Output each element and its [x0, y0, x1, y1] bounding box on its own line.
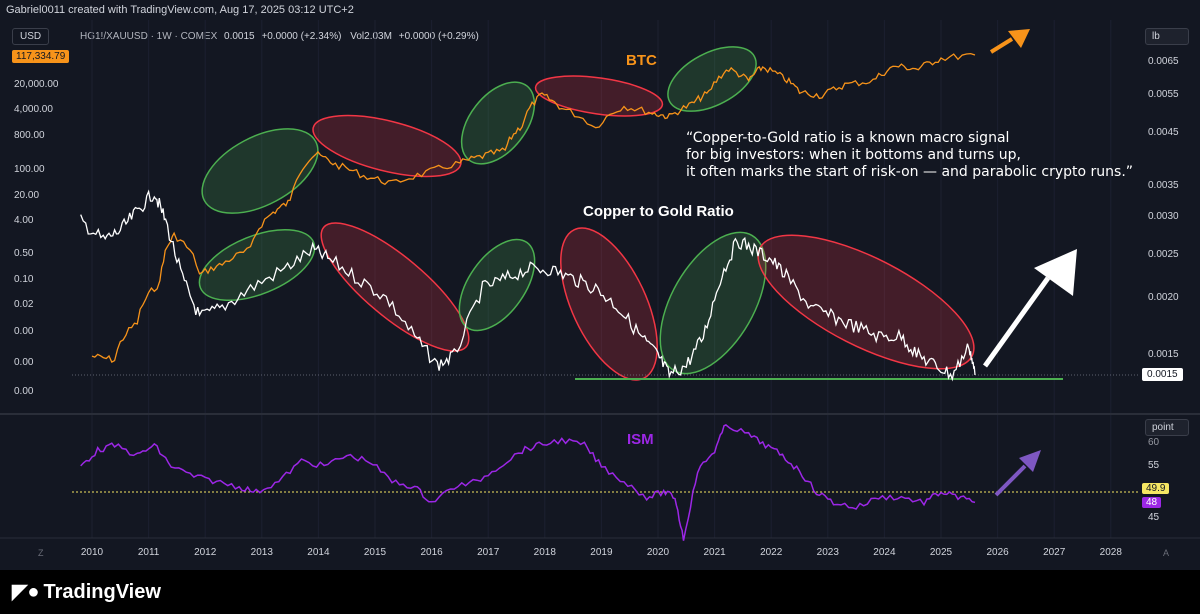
year-tick: 2020 [646, 547, 670, 558]
btc-price-tag: 117,334.79 [12, 50, 70, 63]
year-tick: 2015 [363, 547, 387, 558]
year-tick: 2019 [590, 547, 613, 558]
last-value: 0.0015 [224, 31, 255, 42]
ism-level-tag: 49.9 [1142, 483, 1170, 494]
right-tick: 0.0030 [1148, 211, 1179, 222]
left-tick: 800.00 [14, 130, 45, 141]
left-tick: 4.00 [14, 215, 34, 226]
right-tick: 0.0045 [1148, 127, 1179, 138]
currency-button[interactable]: USD [12, 28, 50, 45]
downtrend-ellipse [312, 114, 462, 178]
right-tick: 0.0015 [1148, 349, 1179, 360]
footer-bar [0, 570, 1200, 614]
year-tick: 2010 [80, 547, 104, 558]
downtrend-ellipse [534, 75, 664, 117]
year-tick: 2014 [307, 547, 330, 558]
attribution-text: Gabriel0011 created with TradingView.com… [6, 4, 354, 16]
ism-label: ISM [627, 431, 654, 448]
downtrend-ellipse [757, 234, 975, 370]
left-tick: 20.00 [14, 190, 40, 201]
left-tick: 0.10 [14, 274, 34, 285]
left-tick: 100.00 [14, 164, 45, 175]
right-tick: 0.0020 [1148, 292, 1179, 303]
year-tick: 2021 [703, 547, 726, 558]
ism-tick: 55 [1148, 460, 1160, 471]
year-tick: 2018 [533, 547, 556, 558]
purple-arrow-annotation [994, 450, 1041, 497]
ism-last-value-tag: 48 [1142, 497, 1162, 508]
uptrend-ellipse [458, 238, 536, 332]
volume-change: +0.0000 (+0.29%) [398, 31, 479, 42]
uptrend-ellipse [201, 128, 319, 214]
left-tick: 20,000.00 [14, 79, 59, 90]
left-tick: 4,000.00 [14, 104, 53, 115]
uptrend-ellipse [198, 228, 316, 302]
volume-label: Vol [350, 31, 365, 42]
trend-ellipses [198, 46, 975, 381]
left-tick: 0.50 [14, 248, 34, 259]
tradingview-logo-icon: ◤● [12, 581, 40, 603]
ratio-last-value-tag: 0.0015 [1142, 368, 1183, 381]
btc-series-line [91, 52, 976, 363]
year-tick: 2011 [137, 547, 160, 558]
left-tick: 0.00 [14, 386, 34, 397]
year-tick: 2028 [1099, 547, 1122, 558]
ratio-series-line [80, 189, 976, 382]
grid-lines [91, 20, 1112, 538]
year-tick: 2012 [194, 547, 217, 558]
ism-tick: 60 [1148, 437, 1160, 448]
year-tick: 2013 [250, 547, 273, 558]
unit-button-lb[interactable]: lb [1145, 28, 1189, 45]
auto-scale-icon[interactable]: A [1163, 548, 1170, 558]
year-tick: 2022 [760, 547, 783, 558]
change-value: +0.0000 (+2.34%) [261, 31, 342, 42]
left-tick: 0.00 [14, 326, 34, 337]
year-tick: 2016 [420, 547, 443, 558]
year-tick: 2027 [1043, 547, 1066, 558]
right-tick: 0.0055 [1148, 89, 1179, 100]
unit-button-point[interactable]: point [1145, 419, 1189, 436]
year-tick: 2017 [477, 547, 500, 558]
right-tick: 0.0065 [1148, 56, 1179, 67]
downtrend-ellipse [320, 222, 470, 352]
volume-value: 2.03M [364, 31, 392, 42]
quote-annotation: “Copper-to-Gold ratio is a known macro s… [686, 130, 1134, 180]
right-tick: 0.0025 [1148, 249, 1179, 260]
tradingview-logo[interactable]: ◤● TradingView [12, 579, 161, 604]
year-tick: 2024 [873, 547, 896, 558]
white-arrow-annotation [982, 249, 1077, 368]
orange-arrow-annotation [989, 29, 1030, 54]
uptrend-ellipse [667, 46, 757, 112]
brand-name: TradingView [43, 581, 161, 603]
year-tick: 2025 [929, 547, 953, 558]
left-tick: 0.00 [14, 357, 34, 368]
chart-canvas [0, 20, 1200, 541]
downtrend-ellipse [560, 227, 658, 381]
year-tick: 2026 [986, 547, 1009, 558]
ism-tick: 45 [1148, 512, 1160, 523]
ratio-label: Copper to Gold Ratio [583, 203, 734, 220]
right-tick: 0.0035 [1148, 180, 1179, 191]
year-tick: 2023 [816, 547, 839, 558]
zoom-icon[interactable]: Z [38, 548, 44, 558]
left-tick: 0.02 [14, 299, 34, 310]
uptrend-ellipse [460, 81, 536, 165]
btc-label: BTC [626, 52, 657, 69]
ism-series-line [80, 424, 976, 541]
